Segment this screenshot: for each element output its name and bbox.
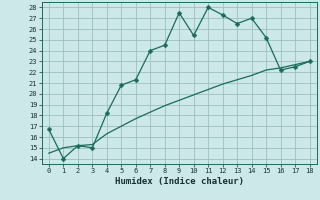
X-axis label: Humidex (Indice chaleur): Humidex (Indice chaleur) [115,177,244,186]
